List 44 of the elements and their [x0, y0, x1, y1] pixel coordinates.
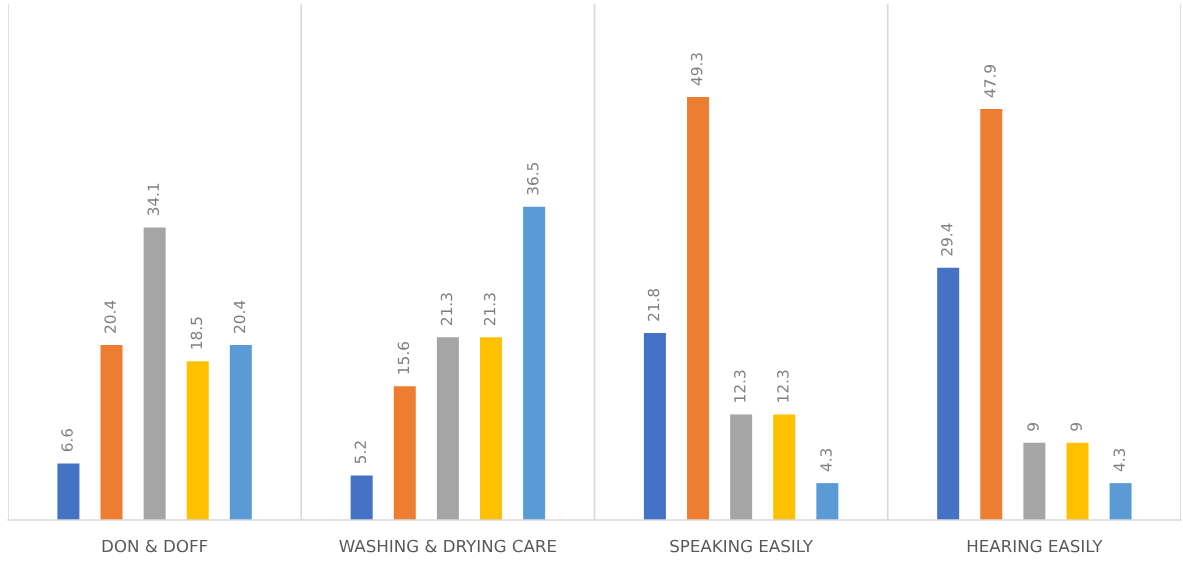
- data-label: 29.4: [941, 223, 953, 256]
- data-label: 36.5: [526, 163, 539, 195]
- data-label: 12.3: [777, 370, 789, 402]
- data-label: 12.3: [734, 370, 746, 402]
- bar: [1023, 442, 1046, 520]
- data-label: 5.2: [354, 441, 367, 464]
- data-label: 21.3: [483, 293, 496, 326]
- bar: [393, 386, 416, 520]
- data-label: 49.3: [690, 53, 703, 86]
- bar: [1109, 483, 1132, 520]
- x-tick-label: HEARING EASILY: [967, 539, 1103, 553]
- x-tick-label: WASHING & DRYING CARE: [339, 539, 556, 553]
- data-label: 4.3: [820, 448, 832, 472]
- data-label: 47.9: [984, 65, 996, 98]
- x-tick-label: DON & DOFF: [102, 539, 208, 553]
- x-tick-label: SPEAKING EASILY: [670, 539, 814, 553]
- bar: [436, 337, 459, 520]
- bar: [980, 109, 1003, 520]
- bar: [57, 463, 80, 520]
- data-label: 15.6: [397, 342, 410, 374]
- data-label: 34.1: [147, 183, 160, 216]
- data-label: 18.5: [190, 317, 203, 349]
- bar: [479, 337, 502, 520]
- bar: [186, 361, 209, 520]
- bar: [643, 332, 666, 520]
- data-label: 9: [1027, 423, 1039, 431]
- bar: [816, 483, 839, 520]
- bar: [229, 344, 252, 520]
- data-label: 21.3: [440, 293, 453, 326]
- data-label: 20.4: [104, 300, 116, 333]
- bar: [937, 267, 960, 520]
- bar: [143, 227, 166, 520]
- data-label: 9: [1070, 423, 1082, 431]
- data-label: 4.3: [1113, 448, 1126, 472]
- bar: [523, 206, 546, 520]
- data-label: 21.8: [647, 288, 660, 321]
- bar: [350, 475, 373, 520]
- bar: [730, 414, 753, 520]
- bar: [100, 344, 123, 520]
- bar: [773, 414, 796, 520]
- bar: [1066, 442, 1089, 520]
- data-label: 6.6: [61, 428, 73, 452]
- bar: [687, 97, 710, 520]
- data-label: 20.4: [233, 300, 246, 333]
